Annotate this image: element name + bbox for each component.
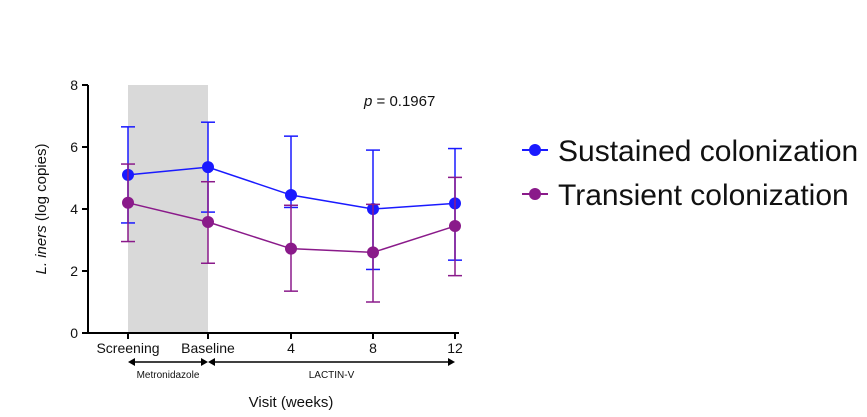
legend: Sustained colonization Transient coloniz… xyxy=(522,135,858,212)
period-arrow: Metronidazole xyxy=(128,358,208,381)
data-point xyxy=(285,242,297,255)
y-tick-label: 4 xyxy=(70,201,78,217)
arrow-head-left xyxy=(128,358,135,366)
shaded-region xyxy=(128,85,208,333)
arrow-head-left xyxy=(208,358,215,366)
legend-marker-sustained xyxy=(529,144,541,156)
legend-label-sustained: Sustained colonization xyxy=(558,135,858,168)
y-tick-label: 8 xyxy=(70,77,78,93)
x-ticks: Screening Baseline 4 8 12 xyxy=(96,333,463,356)
period-label: Metronidazole xyxy=(137,370,200,381)
x-tick-label: 4 xyxy=(287,340,295,356)
y-tick-label: 0 xyxy=(70,325,78,341)
data-point xyxy=(449,220,461,233)
x-tick-label: 8 xyxy=(369,340,377,356)
data-point xyxy=(202,161,214,174)
shaded-region-layer xyxy=(128,85,208,333)
x-tick-label: Baseline xyxy=(181,340,235,356)
treatment-periods: Metronidazole LACTIN-V xyxy=(128,358,455,381)
p-value-annotation: p = 0.1967 xyxy=(363,93,435,110)
data-point xyxy=(202,216,214,229)
data-point xyxy=(122,196,134,209)
x-tick-label: 12 xyxy=(447,340,463,356)
legend-item-sustained: Sustained colonization xyxy=(522,135,858,168)
period-label: LACTIN-V xyxy=(309,370,355,381)
series-transient xyxy=(121,163,462,303)
x-axis-title: Visit (weeks) xyxy=(249,394,334,411)
series-layer xyxy=(121,121,462,303)
period-arrow: LACTIN-V xyxy=(208,358,455,381)
arrow-head-right xyxy=(201,358,208,366)
y-tick-label: 2 xyxy=(70,263,78,279)
x-tick-label: Screening xyxy=(96,340,159,356)
legend-label-transient: Transient colonization xyxy=(558,179,849,212)
y-axis-title: L. iners (log copies) xyxy=(33,144,50,275)
data-point xyxy=(367,246,379,259)
y-tick-label: 6 xyxy=(70,139,78,155)
legend-item-transient: Transient colonization xyxy=(522,179,849,212)
data-point xyxy=(285,189,297,202)
legend-marker-transient xyxy=(529,188,541,200)
y-ticks: 0 2 4 6 8 xyxy=(70,77,88,341)
arrow-head-right xyxy=(448,358,455,366)
